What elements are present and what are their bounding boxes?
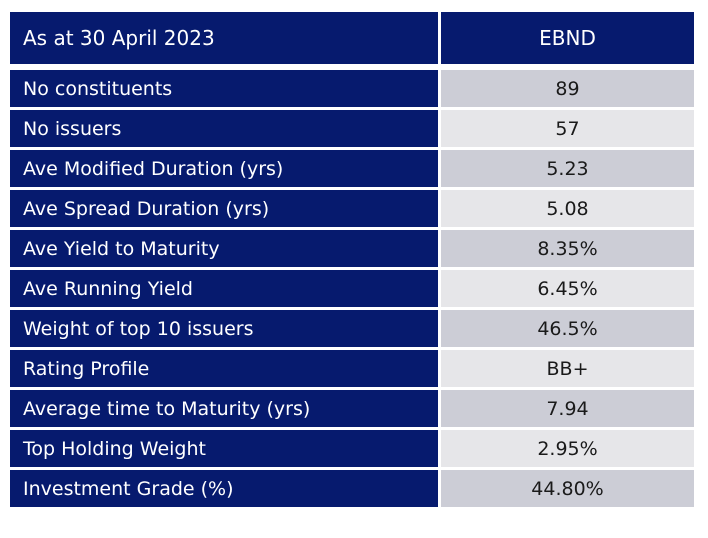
table-row: Weight of top 10 issuers 46.5% <box>10 310 694 347</box>
row-label: Ave Running Yield <box>10 270 438 307</box>
row-label: Rating Profile <box>10 350 438 387</box>
row-value: 5.23 <box>441 150 694 187</box>
table-row: Investment Grade (%) 44.80% <box>10 470 694 507</box>
table-header: As at 30 April 2023 EBND <box>10 12 694 64</box>
table-row: No issuers 57 <box>10 110 694 147</box>
table-row: Ave Modified Duration (yrs) 5.23 <box>10 150 694 187</box>
table-row: Rating Profile BB+ <box>10 350 694 387</box>
table-row: Top Holding Weight 2.95% <box>10 430 694 467</box>
row-label: Top Holding Weight <box>10 430 438 467</box>
table-row: Ave Yield to Maturity 8.35% <box>10 230 694 267</box>
row-value: 6.45% <box>441 270 694 307</box>
row-label: Ave Spread Duration (yrs) <box>10 190 438 227</box>
header-date-label: As at 30 April 2023 <box>10 12 438 64</box>
row-label: Weight of top 10 issuers <box>10 310 438 347</box>
row-label: No constituents <box>10 70 438 107</box>
table-body: No constituents 89 No issuers 57 Ave Modifie… <box>10 70 694 510</box>
row-label: Average time to Maturity (yrs) <box>10 390 438 427</box>
row-label: No issuers <box>10 110 438 147</box>
row-value: 7.94 <box>441 390 694 427</box>
table-row: Ave Spread Duration (yrs) 5.08 <box>10 190 694 227</box>
row-label: Ave Yield to Maturity <box>10 230 438 267</box>
row-value: 8.35% <box>441 230 694 267</box>
row-value: 57 <box>441 110 694 147</box>
table-row: Ave Running Yield 6.45% <box>10 270 694 307</box>
table-row: No constituents 89 <box>10 70 694 107</box>
row-value: 44.80% <box>441 470 694 507</box>
table-row: Average time to Maturity (yrs) 7.94 <box>10 390 694 427</box>
row-value: 5.08 <box>441 190 694 227</box>
row-value: 89 <box>441 70 694 107</box>
row-value: 2.95% <box>441 430 694 467</box>
row-label: Investment Grade (%) <box>10 470 438 507</box>
row-label: Ave Modified Duration (yrs) <box>10 150 438 187</box>
header-fund-ticker: EBND <box>441 12 694 64</box>
row-value: 46.5% <box>441 310 694 347</box>
row-value: BB+ <box>441 350 694 387</box>
